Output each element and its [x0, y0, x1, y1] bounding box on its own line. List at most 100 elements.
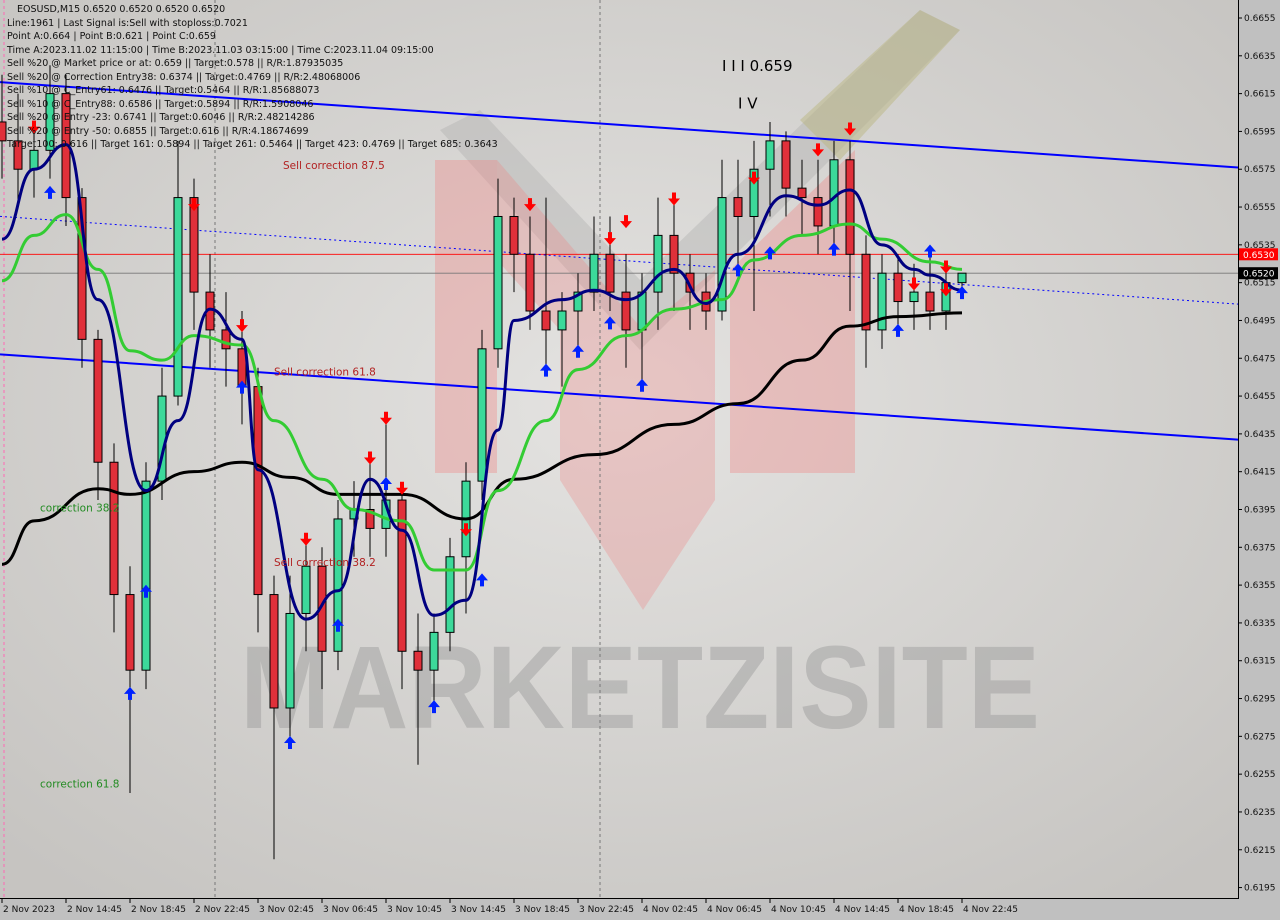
sell-arrow-icon [908, 277, 920, 291]
candle-body [909, 291, 919, 303]
sell-arrow-icon [236, 319, 248, 333]
y-tick-label: 0.6295 [1244, 695, 1276, 705]
candle-body [413, 650, 423, 671]
candle-body [957, 272, 967, 284]
candle-body [653, 234, 663, 293]
buy-arrow-icon [892, 323, 904, 337]
chart-annotation: I V [738, 95, 758, 113]
candle-body [685, 272, 695, 293]
candle-body [125, 594, 135, 671]
candle-body [173, 197, 183, 397]
watermark-text: MARKETZISITE [240, 622, 1040, 754]
x-tick-label: 3 Nov 18:45 [515, 905, 570, 915]
symbol-title: EOSUSD,M15 0.6520 0.6520 0.6520 0.6520 [17, 4, 226, 15]
candle-body [573, 291, 583, 312]
info-line: Point A:0.664 | Point B:0.621 | Point C:… [7, 31, 216, 42]
y-tick-label: 0.6555 [1244, 203, 1276, 213]
y-tick-label: 0.6575 [1244, 165, 1276, 175]
sell-arrow-icon [380, 411, 392, 425]
sell-arrow-icon [460, 523, 472, 537]
candle-body [253, 386, 263, 596]
candle-body [141, 480, 151, 671]
sell-arrow-icon [748, 171, 760, 185]
buy-arrow-icon [124, 686, 136, 700]
chart-annotation: Sell correction 38.2 [274, 557, 376, 569]
x-tick-label: 3 Nov 06:45 [323, 905, 378, 915]
candle-body [829, 159, 839, 227]
watermark: MARKETZISITE [240, 10, 1040, 754]
candle-body [717, 197, 727, 312]
y-tick-label: 0.6395 [1244, 505, 1276, 515]
sell-arrow-icon [396, 481, 408, 495]
buy-arrow-icon [764, 246, 776, 260]
x-tick-label: 4 Nov 22:45 [963, 905, 1018, 915]
y-tick-label: 0.6515 [1244, 279, 1276, 289]
candle-body [301, 565, 311, 614]
buy-arrow-icon [332, 618, 344, 632]
buy-arrow-icon [636, 378, 648, 392]
buy-arrow-icon [140, 584, 152, 598]
info-line: Target100: 0.616 || Target 161: 0.5894 |… [7, 139, 498, 150]
candle-body [765, 140, 775, 170]
buy-arrow-icon [956, 286, 968, 300]
candle-body [29, 149, 39, 170]
buy-arrow-icon [428, 700, 440, 714]
price-label-box [1239, 248, 1278, 261]
info-line: Sell %10 @ C_Entry61: 0.6476 || Target:0… [7, 85, 320, 96]
sell-arrow-icon [844, 122, 856, 136]
y-tick-label: 0.6195 [1244, 884, 1276, 894]
candle-body [285, 612, 295, 709]
sell-arrow-icon [300, 532, 312, 546]
sell-arrow-icon [364, 451, 376, 465]
watermark-v-shape [497, 160, 715, 610]
candle-body [525, 253, 535, 312]
candle-body [221, 329, 231, 350]
sell-arrow-icon [940, 283, 952, 297]
x-tick-label: 3 Nov 10:45 [387, 905, 442, 915]
trend-line [0, 353, 1239, 441]
candle-body [541, 310, 551, 331]
candle-body [925, 291, 935, 312]
candle-body [845, 159, 855, 255]
info-line: Sell %20 @ Entry -23: 0.6741 || Target:0… [7, 112, 315, 123]
buy-arrow-icon [572, 344, 584, 358]
info-line: Sell %10 @ C_Entry88: 0.6586 || Target:0… [7, 98, 314, 110]
sell-arrow-icon [668, 192, 680, 206]
candle-body [269, 594, 279, 709]
x-tick-label: 2 Nov 14:45 [67, 905, 122, 915]
price-label: 0.6530 [1243, 251, 1275, 261]
buy-arrow-icon [380, 477, 392, 491]
x-tick-label: 3 Nov 22:45 [579, 905, 634, 915]
candle-body [861, 253, 871, 331]
sell-arrow-icon [620, 215, 632, 229]
candle-body [637, 291, 647, 331]
sell-arrow-icon [524, 198, 536, 212]
candle-body [317, 565, 327, 652]
price-label-box [1239, 267, 1278, 280]
chart-annotation: Sell correction 61.8 [274, 366, 376, 378]
trend-line [0, 215, 1239, 305]
y-tick-label: 0.6315 [1244, 657, 1276, 667]
candle-body [0, 121, 7, 142]
buy-arrow-icon [476, 573, 488, 587]
buy-arrow-icon [44, 185, 56, 199]
info-line: Sell %20 @ Market price or at: 0.659 || … [7, 58, 344, 69]
candle-body [893, 272, 903, 303]
price-axis-border [1238, 0, 1239, 898]
candle-body [477, 348, 487, 482]
x-tick-label: 4 Nov 18:45 [899, 905, 954, 915]
sell-arrow-icon [940, 260, 952, 274]
candle-body [877, 272, 887, 331]
x-tick-label: 4 Nov 14:45 [835, 905, 890, 915]
y-tick-label: 0.6355 [1244, 581, 1276, 591]
sell-arrow-icon [604, 232, 616, 246]
buy-arrow-icon [236, 380, 248, 394]
info-line: Line:1961 | Last Signal is:Sell with sto… [7, 17, 248, 29]
y-tick-label: 0.6495 [1244, 316, 1276, 326]
info-line: Time A:2023.11.02 11:15:00 | Time B:2023… [7, 44, 434, 56]
buy-arrow-icon [540, 363, 552, 377]
buy-arrow-icon [924, 244, 936, 258]
x-tick-label: 3 Nov 14:45 [451, 905, 506, 915]
y-tick-label: 0.6655 [1244, 14, 1276, 24]
